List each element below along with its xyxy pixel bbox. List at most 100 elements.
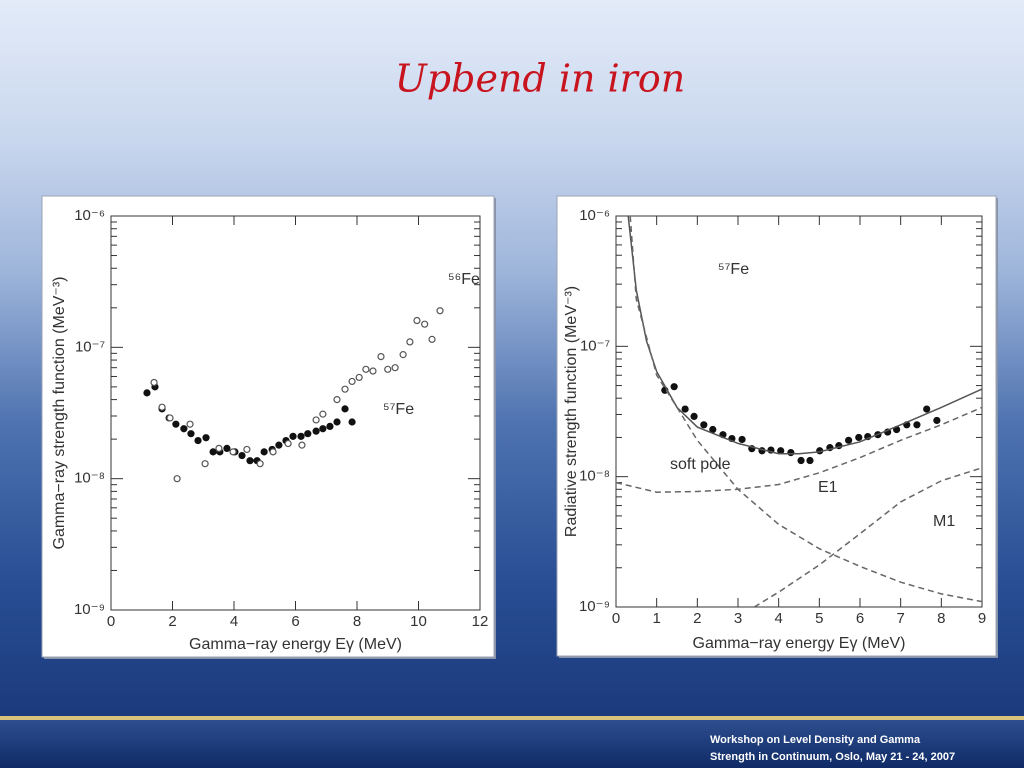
x-tick-label: 5: [815, 610, 823, 627]
data-point: [312, 416, 320, 424]
y-tick-label: 10⁻⁹: [74, 601, 105, 618]
chart: 0 2 4 6 8 10 12 10⁻⁹ 10⁻⁸ 10⁻⁷ 10⁻⁶ Gamma−ray energ…: [51, 207, 488, 653]
data-point: [312, 427, 320, 435]
x-tick-label: 10: [410, 613, 427, 630]
y-tick-label: 10⁻⁷: [580, 337, 610, 354]
series-label: ⁵⁶Fe: [448, 271, 480, 288]
data-point: [150, 378, 158, 387]
data-point: [289, 432, 297, 440]
y-tick-label: 10⁻⁸: [74, 470, 105, 487]
data-point: [180, 425, 188, 433]
x-axis-title: Gamma−ray energy Eγ (MeV): [693, 635, 906, 652]
data-point: [223, 444, 231, 453]
chart-panel: [556, 195, 997, 657]
data-point: [709, 425, 717, 434]
x-tick-label: 4: [774, 610, 782, 627]
plot-area: [616, 216, 982, 607]
x-tick-label: 7: [896, 610, 904, 627]
chart: 0 1 2 3 4 5 6 7 8 9 10⁻⁹ 10⁻⁸ 10⁻⁷ 10⁻⁶ Gamma−ray ener…: [563, 207, 986, 652]
data-point: [194, 436, 202, 445]
data-point: [333, 418, 341, 426]
data-point: [256, 460, 264, 468]
data-point: [238, 451, 246, 460]
data-point: [377, 353, 385, 361]
data-point: [243, 445, 251, 454]
data-point: [933, 416, 941, 425]
data-point: [700, 421, 708, 429]
data-point: [186, 420, 194, 428]
series-label: ⁵⁷Fe: [718, 261, 749, 278]
data-point: [304, 430, 312, 438]
data-point: [428, 335, 436, 343]
data-point: [391, 364, 399, 372]
data-point: [413, 316, 421, 325]
x-tick-label: 0: [107, 613, 115, 630]
data-point: [855, 433, 863, 442]
data-point: [797, 456, 805, 465]
data-point: [319, 425, 327, 433]
data-point: [777, 447, 785, 455]
y-tick-label: 10⁻⁶: [579, 207, 610, 224]
data-point: [215, 444, 223, 453]
x-tick-label: 9: [978, 610, 986, 627]
data-point: [297, 432, 305, 440]
data-point: [406, 338, 414, 346]
x-tick-label: 8: [937, 610, 945, 627]
data-point: [202, 434, 210, 442]
data-point: [319, 410, 327, 418]
data-point: [355, 373, 363, 382]
x-tick-label: 2: [693, 610, 701, 627]
data-point: [187, 430, 195, 438]
data-point: [738, 435, 746, 444]
data-point: [348, 418, 356, 426]
series-label: M1: [933, 513, 955, 530]
x-tick-label: 2: [168, 613, 176, 630]
y-axis-title: Radiative strength function (MeV⁻³): [563, 286, 580, 537]
data-point: [333, 395, 341, 404]
data-point: [269, 448, 277, 456]
x-axis-title: Gamma−ray energy Eγ (MeV): [189, 636, 402, 653]
data-point: [275, 441, 283, 449]
y-tick-label: 10⁻⁷: [75, 338, 105, 355]
data-point: [260, 448, 268, 456]
data-point: [369, 367, 377, 375]
chart-panel: [41, 195, 495, 658]
x-tick-label: 6: [291, 613, 299, 630]
plot-frame: [615, 215, 983, 608]
footer-text: Strength in Continuum, Oslo, May 21 - 24…: [710, 751, 955, 763]
data-point: [172, 420, 180, 428]
data-point: [201, 460, 209, 468]
data-point: [436, 307, 444, 315]
data-point: [326, 422, 334, 431]
slide-title: Upbend in iron: [395, 57, 685, 101]
data-point: [143, 389, 151, 397]
data-point: [362, 365, 370, 373]
footer-rule: [0, 716, 1024, 720]
data-point: [229, 448, 237, 456]
x-tick-label: 4: [230, 613, 238, 630]
data-point: [845, 436, 853, 444]
x-tick-label: 8: [353, 613, 361, 630]
data-point: [298, 441, 306, 449]
data-point: [670, 383, 678, 391]
x-tick-label: 1: [652, 610, 660, 627]
series-label: ⁵⁷Fe: [383, 401, 414, 418]
data-point: [806, 456, 814, 465]
data-point: [923, 405, 931, 413]
data-point: [421, 320, 429, 328]
component-curve: [616, 406, 982, 493]
data-point: [399, 351, 407, 359]
data-point: [384, 365, 392, 373]
data-point: [158, 403, 166, 411]
data-point: [913, 421, 921, 429]
x-tick-label: 12: [472, 613, 489, 630]
y-tick-label: 10⁻⁹: [579, 598, 610, 615]
series-label: soft pole: [670, 456, 731, 473]
data-point: [173, 475, 181, 483]
data-point: [690, 412, 698, 421]
plot-area: [143, 307, 444, 483]
series-label: E1: [818, 479, 838, 496]
data-point: [341, 405, 349, 413]
data-point: [166, 414, 174, 422]
